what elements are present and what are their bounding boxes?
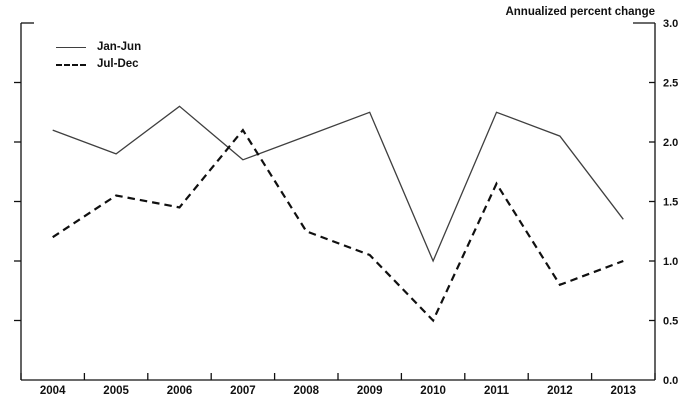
y-tick-label: 3.0 <box>663 18 678 30</box>
x-tick-label: 2011 <box>484 385 510 397</box>
x-tick-label: 2013 <box>611 385 637 397</box>
y-tick-label: 2.5 <box>663 78 678 90</box>
y-tick-label: 1.5 <box>663 197 678 209</box>
y-tick-label: 0.0 <box>663 375 678 387</box>
y-tick-label: 2.0 <box>663 137 678 149</box>
series-line-jan-jun <box>52 105 624 263</box>
legend-solid-line-sample <box>56 47 86 48</box>
legend-item-jan-jun: Jan-Jun <box>56 39 141 56</box>
legend-label-jul-dec: Jul-Dec <box>97 57 139 70</box>
x-tick-label: 2012 <box>547 385 573 397</box>
y-tick-label: 1.0 <box>663 256 678 268</box>
x-tick-label: 2008 <box>294 385 320 397</box>
x-tick-label: 2009 <box>357 385 383 397</box>
y-tick-label: 0.5 <box>663 316 678 328</box>
legend: Jan-Jun Jul-Dec <box>56 39 141 73</box>
x-tick-label: 2010 <box>420 385 446 397</box>
series-line-jul-dec <box>52 128 624 323</box>
legend-item-jul-dec: Jul-Dec <box>56 56 141 73</box>
chart-title: Annualized percent change <box>505 6 655 18</box>
legend-label-jan-jun: Jan-Jun <box>97 40 142 53</box>
x-tick-label: 2004 <box>40 385 66 397</box>
x-tick-label: 2007 <box>230 385 256 397</box>
x-tick-label: 2006 <box>167 385 193 397</box>
legend-dashed-line-sample <box>56 63 86 66</box>
x-tick-label: 2005 <box>103 385 129 397</box>
